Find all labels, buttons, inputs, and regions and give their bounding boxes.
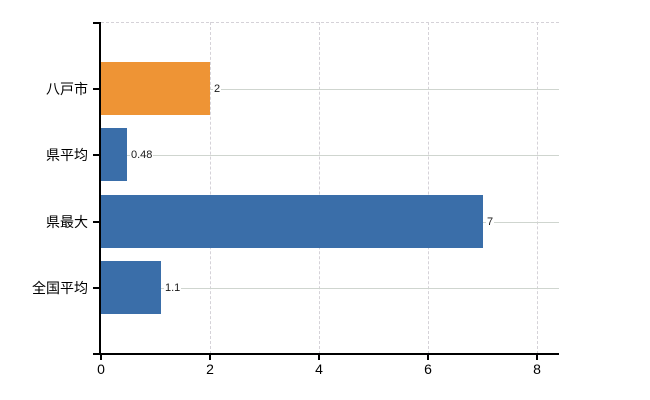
bar-value-label: 1.1 xyxy=(164,281,182,295)
row-gridline xyxy=(101,288,559,289)
bar xyxy=(101,128,127,181)
category-label: 全国平均 xyxy=(32,280,88,296)
x-tick xyxy=(318,353,320,360)
x-tick-label: 0 xyxy=(97,361,105,377)
category-label: 八戸市 xyxy=(46,81,88,97)
x-tick-label: 8 xyxy=(533,361,541,377)
x-tick xyxy=(100,353,102,360)
category-tick xyxy=(93,221,101,223)
plot-top-border xyxy=(101,22,559,23)
bar-value-label: 7 xyxy=(486,215,495,229)
category-tick xyxy=(93,88,101,90)
y-axis-end-tick xyxy=(93,22,101,24)
category-tick xyxy=(93,287,101,289)
x-tick-label: 2 xyxy=(206,361,214,377)
bar-value-label: 0.48 xyxy=(130,148,154,162)
x-tick-label: 4 xyxy=(315,361,323,377)
row-gridline xyxy=(101,89,559,90)
x-gridline xyxy=(210,22,211,354)
x-gridline xyxy=(537,22,538,354)
x-tick xyxy=(209,353,211,360)
bar xyxy=(101,62,210,115)
x-tick xyxy=(427,353,429,360)
category-tick xyxy=(93,154,101,156)
category-label: 県平均 xyxy=(46,147,88,163)
x-tick xyxy=(536,353,538,360)
x-gridline xyxy=(428,22,429,354)
x-gridline xyxy=(319,22,320,354)
y-axis xyxy=(99,22,101,355)
row-gridline xyxy=(101,155,559,156)
bar xyxy=(101,261,161,314)
category-label: 県最大 xyxy=(46,214,88,230)
bar xyxy=(101,195,483,248)
x-tick-label: 6 xyxy=(424,361,432,377)
bar-value-label: 2 xyxy=(213,82,222,96)
x-axis xyxy=(93,353,559,355)
